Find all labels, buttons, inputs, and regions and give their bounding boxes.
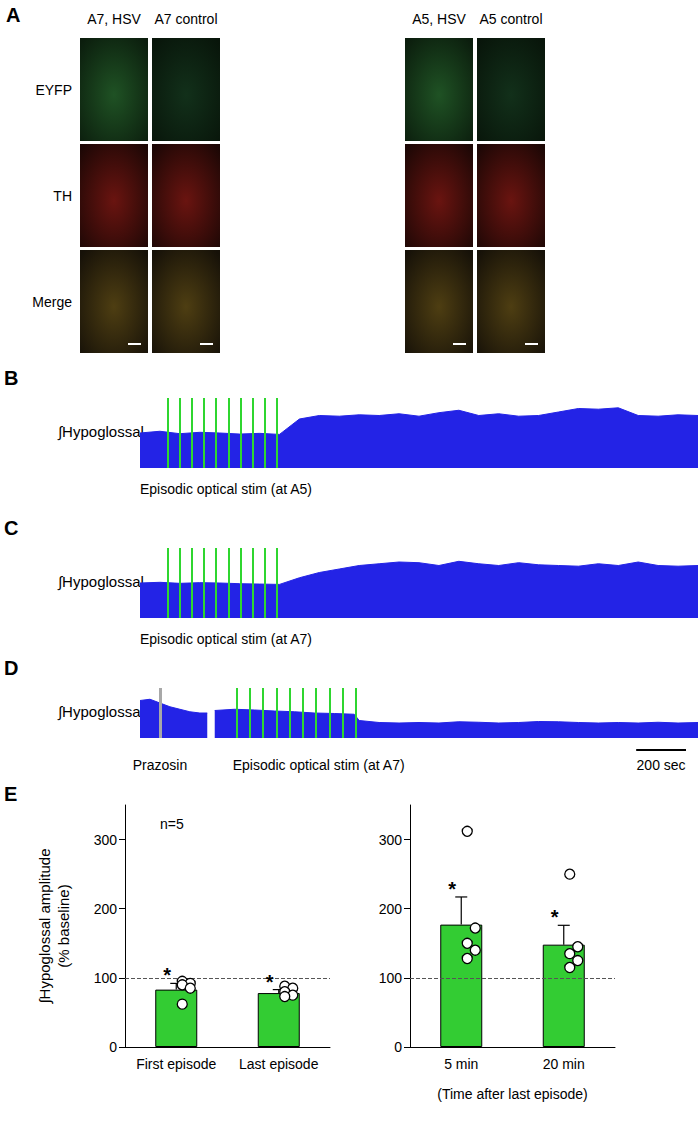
svg-text:A7 control: A7 control [154, 11, 217, 27]
svg-text:(Time after last episode): (Time after last episode) [437, 1086, 587, 1102]
svg-text:Last episode: Last episode [239, 1056, 319, 1072]
svg-text:∫Hypoglossal amplitude: ∫Hypoglossal amplitude [36, 848, 54, 1004]
svg-text:200: 200 [379, 901, 403, 917]
svg-text:5 min: 5 min [444, 1056, 478, 1072]
svg-text:0: 0 [394, 1039, 402, 1055]
svg-text:Merge: Merge [32, 294, 72, 310]
svg-text:100: 100 [379, 970, 403, 986]
svg-text:First episode: First episode [136, 1056, 216, 1072]
svg-text:100: 100 [94, 970, 118, 986]
svg-text:∫Hypoglossal: ∫Hypoglossal [57, 573, 144, 591]
svg-text:200 sec: 200 sec [637, 757, 686, 773]
svg-text:300: 300 [94, 832, 118, 848]
svg-text:A5, HSV: A5, HSV [412, 11, 466, 27]
svg-text:*: * [551, 906, 559, 928]
svg-text:TH: TH [53, 188, 72, 204]
svg-text:n=5: n=5 [160, 816, 184, 832]
svg-text:(% baseline): (% baseline) [55, 884, 72, 967]
svg-text:*: * [266, 971, 274, 993]
svg-text:0: 0 [109, 1039, 117, 1055]
svg-text:Prazosin: Prazosin [133, 757, 187, 773]
svg-text:*: * [448, 878, 456, 900]
svg-text:∫Hypoglossal: ∫Hypoglossal [57, 703, 144, 721]
svg-text:Episodic optical stim (at A5): Episodic optical stim (at A5) [140, 481, 312, 497]
svg-text:C: C [4, 517, 18, 539]
svg-text:A5 control: A5 control [479, 11, 542, 27]
svg-text:EYFP: EYFP [35, 82, 72, 98]
svg-text:A7, HSV: A7, HSV [87, 11, 141, 27]
svg-text:300: 300 [379, 832, 403, 848]
svg-text:*: * [163, 964, 171, 986]
svg-text:D: D [4, 657, 18, 679]
svg-text:E: E [4, 783, 17, 805]
svg-text:20 min: 20 min [543, 1056, 585, 1072]
svg-text:A: A [6, 4, 20, 26]
svg-text:200: 200 [94, 901, 118, 917]
svg-text:Episodic optical stim (at A7): Episodic optical stim (at A7) [140, 631, 312, 647]
svg-text:∫Hypoglossal: ∫Hypoglossal [57, 423, 144, 441]
svg-text:Episodic optical stim (at A7): Episodic optical stim (at A7) [233, 757, 405, 773]
svg-text:B: B [4, 367, 18, 389]
